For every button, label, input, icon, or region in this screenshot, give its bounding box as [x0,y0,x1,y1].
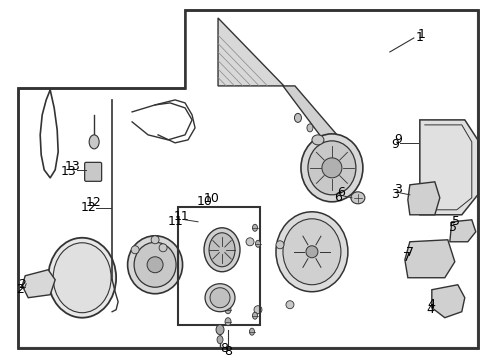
Text: 2: 2 [16,283,24,296]
Text: 11: 11 [174,210,190,223]
Circle shape [276,241,284,249]
Text: 7: 7 [403,251,411,264]
Polygon shape [432,285,465,318]
Ellipse shape [252,224,257,231]
Text: 6: 6 [337,186,345,199]
Polygon shape [20,12,476,346]
Ellipse shape [217,336,223,344]
Circle shape [254,306,262,314]
Ellipse shape [53,243,111,313]
Polygon shape [18,10,478,348]
Ellipse shape [127,236,183,294]
Text: 2: 2 [18,278,26,291]
Text: 7: 7 [406,246,414,259]
Text: 1: 1 [418,28,426,41]
Polygon shape [218,18,284,86]
Ellipse shape [225,318,231,326]
Ellipse shape [276,212,348,292]
Ellipse shape [294,113,301,122]
Ellipse shape [308,141,356,195]
Text: 10: 10 [204,192,220,205]
Circle shape [286,301,294,309]
Polygon shape [408,182,440,215]
Text: 12: 12 [86,196,102,209]
Text: 8: 8 [220,342,228,355]
Ellipse shape [48,238,116,318]
Text: 9: 9 [394,133,402,146]
Ellipse shape [210,288,230,308]
Circle shape [159,244,167,252]
Bar [178,207,260,325]
Text: 4: 4 [426,303,434,316]
Ellipse shape [205,284,235,312]
Text: 12: 12 [80,201,96,214]
Text: 8: 8 [224,345,232,358]
Text: 9: 9 [391,138,399,151]
Polygon shape [450,220,476,242]
Circle shape [90,168,98,176]
Circle shape [131,246,139,254]
Ellipse shape [204,228,240,272]
Text: 10: 10 [197,195,213,208]
Text: 4: 4 [428,298,436,311]
Ellipse shape [312,135,324,145]
Text: 3: 3 [394,183,402,196]
Text: 6: 6 [334,191,342,204]
Text: 5: 5 [449,221,457,234]
Ellipse shape [307,124,313,132]
Circle shape [147,257,163,273]
Text: 1: 1 [416,31,424,45]
Ellipse shape [255,240,261,247]
Ellipse shape [351,192,365,204]
Ellipse shape [89,135,99,149]
FancyBboxPatch shape [85,162,101,181]
Ellipse shape [134,242,176,287]
Ellipse shape [249,328,254,335]
Polygon shape [22,270,55,298]
Ellipse shape [301,134,363,202]
Circle shape [306,246,318,258]
Ellipse shape [252,312,257,319]
Text: 3: 3 [391,188,399,201]
Circle shape [322,158,342,178]
Text: 5: 5 [452,215,460,228]
Circle shape [246,238,254,246]
Circle shape [151,236,159,244]
Text: 13: 13 [60,165,76,178]
Polygon shape [420,120,478,215]
Polygon shape [405,240,455,278]
Ellipse shape [216,325,224,335]
Ellipse shape [225,306,231,314]
Text: 11: 11 [167,215,183,228]
Ellipse shape [283,219,341,285]
Polygon shape [283,86,350,158]
Ellipse shape [209,233,235,267]
Text: 13: 13 [65,160,81,173]
